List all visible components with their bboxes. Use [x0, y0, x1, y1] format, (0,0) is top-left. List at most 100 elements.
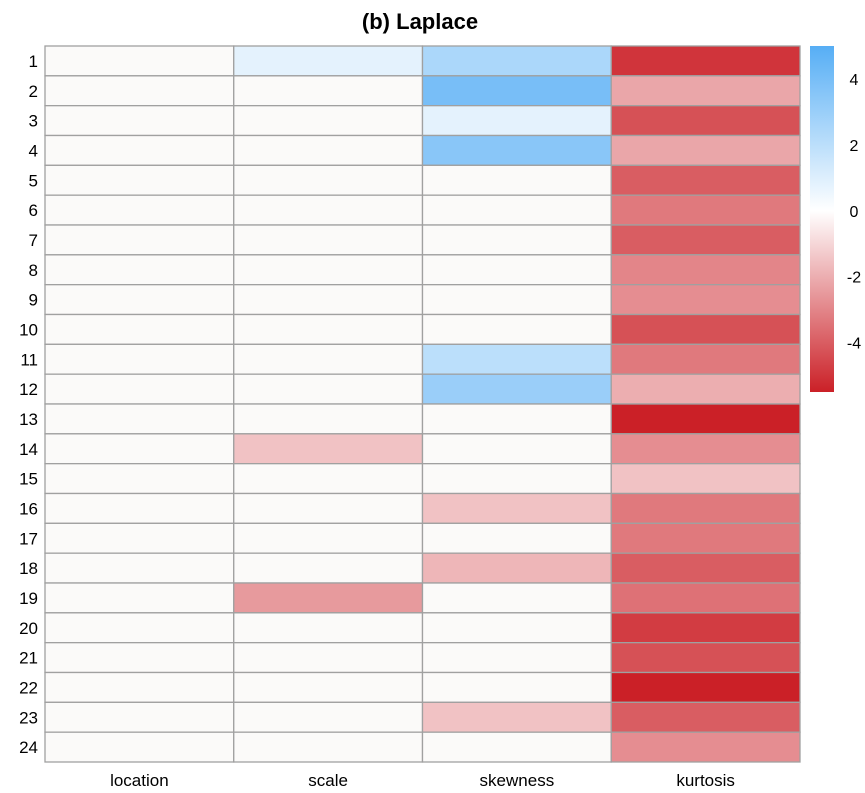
heatmap-cell — [44, 671, 235, 703]
heatmap-cell — [233, 671, 424, 703]
heatmap-cell — [44, 373, 235, 405]
heatmap-cell — [610, 552, 801, 584]
heatmap-cell — [610, 254, 801, 286]
row-label: 12 — [19, 380, 38, 399]
heatmap-cell — [421, 552, 612, 584]
row-label: 11 — [20, 350, 38, 369]
heatmap-cell — [44, 343, 235, 375]
heatmap-cell — [421, 254, 612, 286]
heatmap-cell — [610, 343, 801, 375]
heatmap-cell — [421, 522, 612, 554]
heatmap-cell — [233, 343, 424, 375]
row-label: 24 — [19, 738, 38, 757]
heatmap-cell — [233, 582, 424, 614]
heatmap-cell — [610, 313, 801, 345]
heatmap-cell — [610, 612, 801, 644]
row-label: 13 — [19, 410, 38, 429]
heatmap-cell — [233, 313, 424, 345]
heatmap-cell — [421, 313, 612, 345]
heatmap-cell — [44, 552, 235, 584]
colorbar: 4 2 0 -2 -4 — [810, 46, 861, 392]
heatmap-cell — [44, 731, 235, 763]
heatmap-cell — [233, 403, 424, 435]
colorbar-tick-label: 0 — [850, 204, 859, 221]
heatmap-cell — [233, 254, 424, 286]
heatmap-cell — [421, 731, 612, 763]
heatmap-cell — [610, 75, 801, 107]
heatmap-cell — [44, 164, 235, 196]
heatmap-cell — [421, 582, 612, 614]
column-label: location — [110, 771, 169, 790]
heatmap-cell — [610, 642, 801, 674]
row-label: 20 — [19, 619, 38, 638]
colorbar-tick-label: 2 — [850, 138, 859, 155]
chart-title: (b) Laplace — [362, 9, 478, 34]
heatmap-cell — [610, 731, 801, 763]
heatmap-cell — [233, 701, 424, 733]
heatmap-cell — [421, 612, 612, 644]
heatmap-cell — [421, 463, 612, 495]
heatmap-cell — [421, 642, 612, 674]
heatmap-cell — [44, 433, 235, 465]
heatmap-cell — [233, 75, 424, 107]
row-label: 14 — [19, 440, 38, 459]
heatmap-cell — [44, 45, 235, 77]
row-label: 16 — [19, 499, 38, 518]
row-label: 5 — [29, 171, 38, 190]
heatmap-cell — [610, 194, 801, 226]
heatmap-cell — [421, 671, 612, 703]
row-label: 4 — [29, 141, 38, 160]
heatmap-cell — [233, 284, 424, 316]
heatmap-cell — [233, 731, 424, 763]
column-label: scale — [308, 771, 348, 790]
row-label: 2 — [29, 82, 38, 101]
heatmap-cell — [421, 164, 612, 196]
row-label: 21 — [19, 649, 38, 668]
heatmap-cell — [610, 701, 801, 733]
heatmap-cell — [44, 522, 235, 554]
heatmap-cell — [610, 522, 801, 554]
heatmap-cell — [233, 373, 424, 405]
colorbar-tick-label: -4 — [847, 336, 861, 353]
row-label: 1 — [29, 52, 38, 71]
heatmap-cell — [610, 45, 801, 77]
heatmap-cell — [421, 134, 612, 166]
row-label: 9 — [29, 291, 38, 310]
heatmap-cell — [421, 343, 612, 375]
heatmap-cell — [44, 224, 235, 256]
heatmap-cell — [233, 552, 424, 584]
heatmap-cell — [233, 45, 424, 77]
heatmap-cell — [610, 164, 801, 196]
heatmap-cell — [233, 164, 424, 196]
colorbar-tick-label: -2 — [847, 270, 861, 287]
heatmap-cell — [421, 284, 612, 316]
heatmap-cell — [610, 463, 801, 495]
heatmap-cell — [421, 75, 612, 107]
heatmap-cells — [44, 45, 801, 763]
heatmap-cell — [233, 642, 424, 674]
row-label: 7 — [29, 231, 38, 250]
row-label: 15 — [19, 470, 38, 489]
heatmap-cell — [421, 224, 612, 256]
heatmap-cell — [610, 403, 801, 435]
heatmap-cell — [610, 671, 801, 703]
colorbar-tick-label: 4 — [850, 72, 859, 89]
heatmap-cell — [421, 492, 612, 524]
heatmap-cell — [44, 75, 235, 107]
heatmap-cell — [44, 642, 235, 674]
heatmap-cell — [233, 224, 424, 256]
heatmap-cell — [421, 194, 612, 226]
row-label: 19 — [19, 589, 38, 608]
heatmap-cell — [421, 403, 612, 435]
heatmap-cell — [233, 134, 424, 166]
heatmap-cell — [44, 313, 235, 345]
heatmap-cell — [44, 463, 235, 495]
heatmap-cell — [44, 194, 235, 226]
row-label: 10 — [19, 320, 38, 339]
heatmap-cell — [610, 433, 801, 465]
heatmap-cell — [233, 105, 424, 137]
row-label: 22 — [19, 678, 38, 697]
heatmap-cell — [421, 373, 612, 405]
row-label: 6 — [29, 201, 38, 220]
